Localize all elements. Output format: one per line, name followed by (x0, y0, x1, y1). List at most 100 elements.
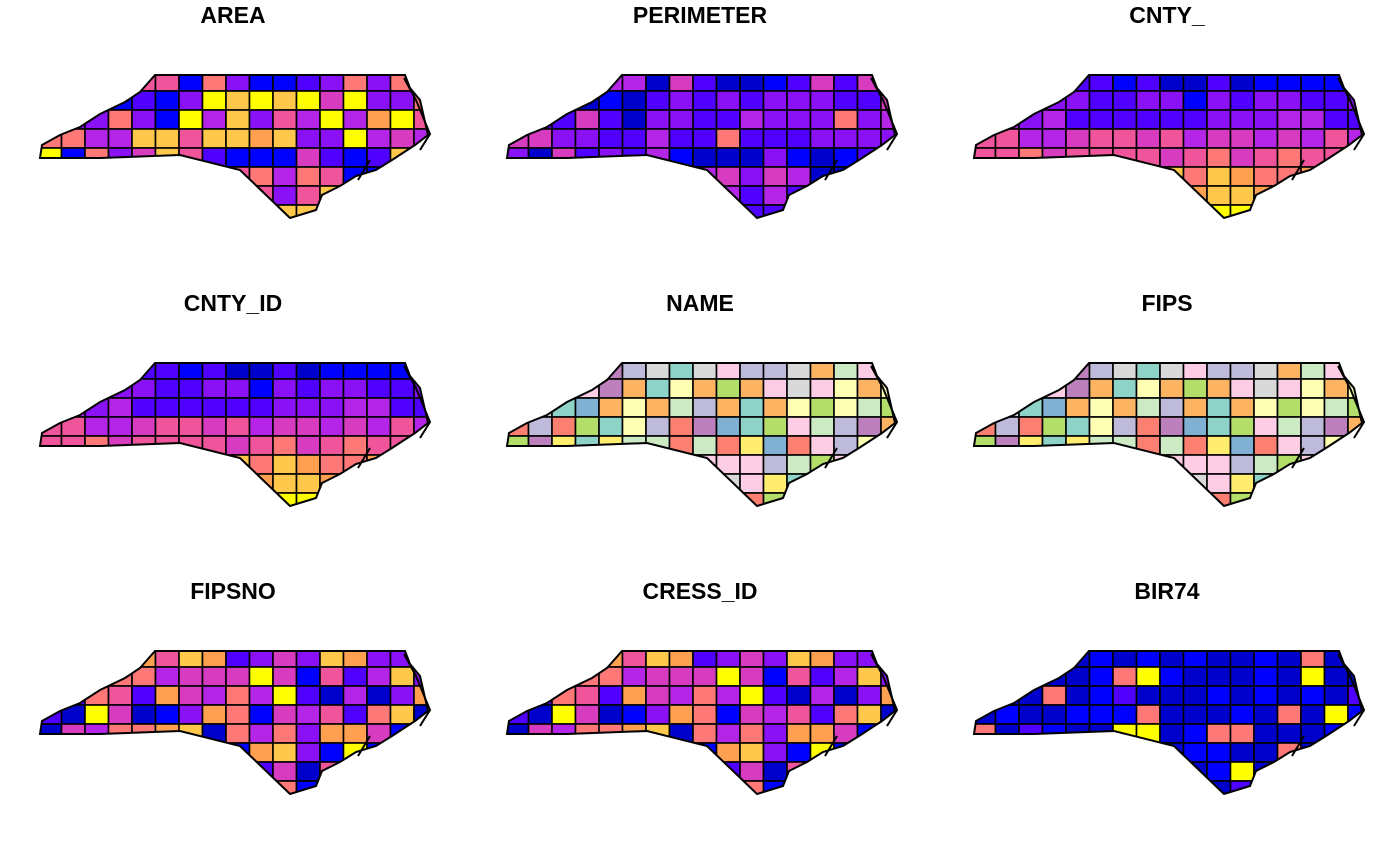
county (1065, 761, 1091, 782)
county (856, 397, 882, 418)
county (668, 492, 694, 506)
county (833, 416, 859, 437)
county (1112, 90, 1138, 111)
county (880, 492, 895, 506)
county (84, 166, 110, 187)
county (1135, 780, 1161, 794)
county (598, 397, 624, 418)
county (1112, 378, 1138, 399)
county (1347, 761, 1362, 782)
county (645, 90, 671, 111)
county (366, 397, 392, 418)
county (1159, 492, 1185, 506)
county (974, 363, 997, 380)
county (621, 473, 647, 494)
county (809, 685, 835, 706)
county (762, 378, 788, 399)
county (551, 454, 577, 475)
county (342, 473, 368, 494)
county (692, 90, 718, 111)
county (527, 128, 553, 149)
county (974, 204, 997, 218)
county (225, 397, 251, 418)
county (880, 204, 895, 218)
county (131, 416, 157, 437)
county (84, 185, 110, 206)
county (598, 761, 624, 782)
county (60, 666, 86, 687)
county (1253, 166, 1279, 187)
county (1323, 416, 1349, 437)
county (1253, 204, 1279, 218)
county (1088, 704, 1114, 725)
county (1323, 473, 1349, 494)
county (880, 723, 895, 744)
county (131, 128, 157, 149)
county (131, 685, 157, 706)
county (994, 363, 1020, 380)
county (668, 378, 694, 399)
county (272, 454, 298, 475)
county (201, 666, 227, 687)
county (762, 454, 788, 475)
county (1088, 761, 1114, 782)
county (40, 761, 63, 782)
county (248, 704, 274, 725)
county (507, 685, 530, 706)
county (574, 416, 600, 437)
county (389, 185, 415, 206)
county (272, 378, 298, 399)
county (1135, 492, 1161, 506)
county (84, 742, 110, 763)
county (60, 761, 86, 782)
county (786, 185, 812, 206)
county (692, 416, 718, 437)
county (833, 204, 859, 218)
county (621, 685, 647, 706)
county (1347, 780, 1362, 794)
county (154, 723, 180, 744)
county (1347, 185, 1362, 206)
county (1065, 416, 1091, 437)
county (974, 780, 997, 794)
county (1323, 454, 1349, 475)
county (366, 685, 392, 706)
county (1041, 363, 1067, 380)
county (84, 685, 110, 706)
county (1065, 473, 1091, 494)
county (1041, 397, 1067, 418)
county (880, 761, 895, 782)
county (1065, 780, 1091, 794)
county (1159, 147, 1185, 168)
county (856, 761, 882, 782)
county (856, 416, 882, 437)
county (880, 742, 895, 763)
county (248, 128, 274, 149)
county (1018, 109, 1044, 130)
county (1300, 185, 1326, 206)
county (856, 109, 882, 130)
county (131, 109, 157, 130)
county (1018, 761, 1044, 782)
county-layer (974, 75, 1362, 218)
county (507, 397, 530, 418)
county (621, 416, 647, 437)
county (880, 416, 895, 437)
county (366, 128, 392, 149)
county (1229, 185, 1255, 206)
county (1300, 685, 1326, 706)
county (84, 204, 110, 218)
county (1206, 685, 1232, 706)
county (178, 454, 204, 475)
county (1182, 397, 1208, 418)
county (645, 166, 671, 187)
county (1347, 666, 1362, 687)
county (178, 742, 204, 763)
county (527, 204, 553, 218)
county (366, 90, 392, 111)
county (574, 454, 600, 475)
county (574, 685, 600, 706)
county (715, 435, 741, 456)
county (107, 761, 133, 782)
county (178, 185, 204, 206)
